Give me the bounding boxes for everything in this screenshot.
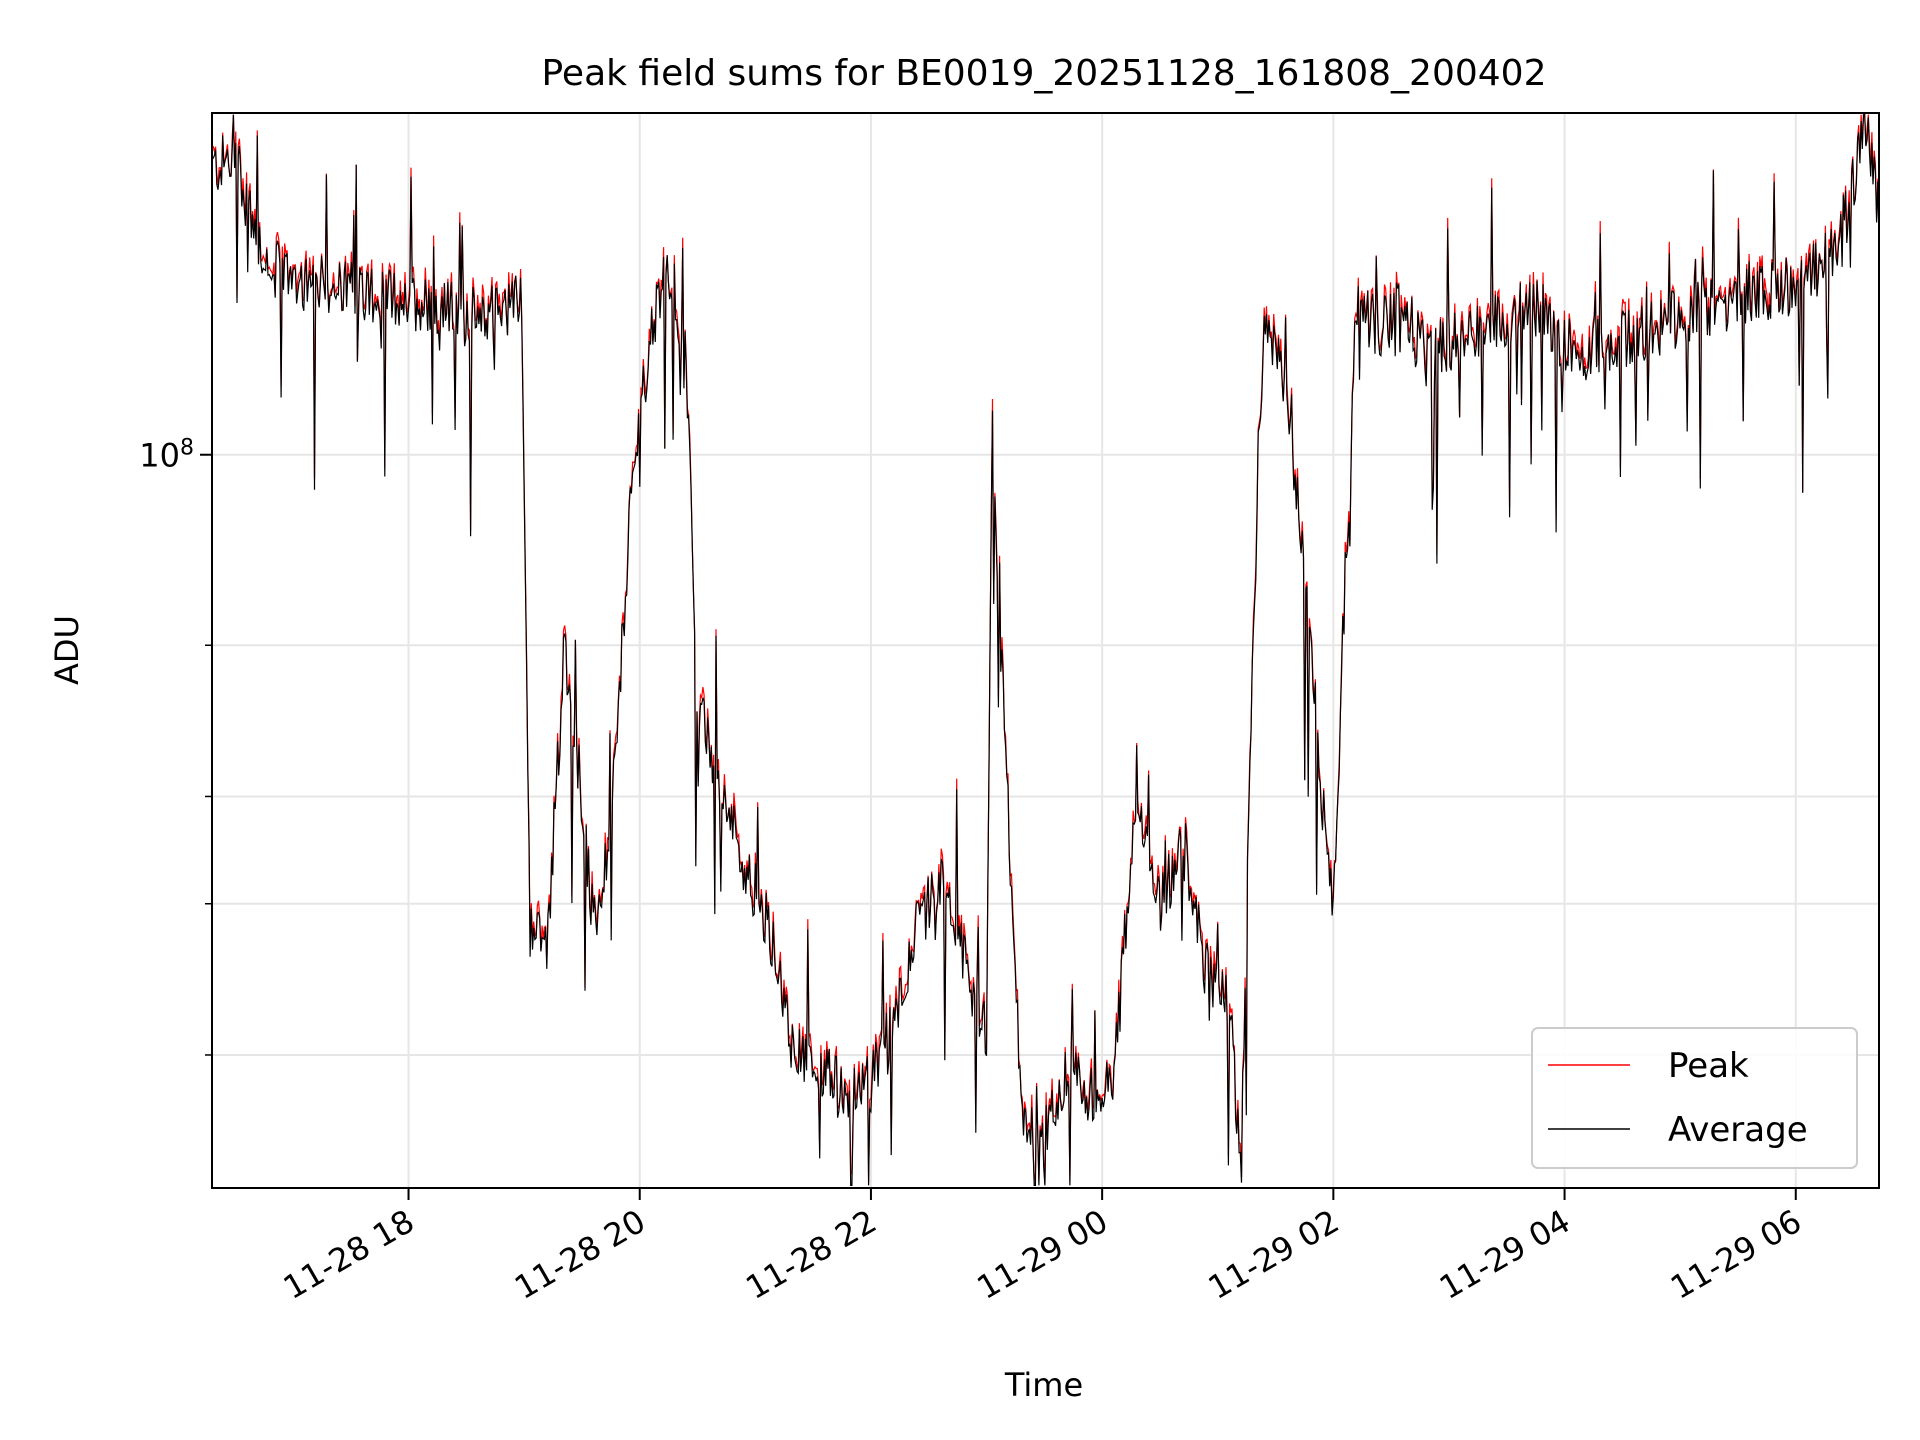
y-axis-label: ADU [48,615,86,685]
legend-box [1531,1027,1858,1169]
y-axis: 108 [139,435,212,1056]
data-series-lines [211,114,1880,1187]
legend-average-label: Average [1668,1110,1808,1150]
legend: Peak Average [1531,1027,1858,1169]
chart-title: Peak field sums for BE0019_20251128_1618… [542,53,1547,94]
series-line-average [211,114,1880,1187]
y-tick-label-major: 108 [139,435,194,475]
legend-peak-label: Peak [1668,1046,1749,1086]
x-axis-label: Time [1004,1366,1083,1404]
plot-frame [211,112,1880,1189]
